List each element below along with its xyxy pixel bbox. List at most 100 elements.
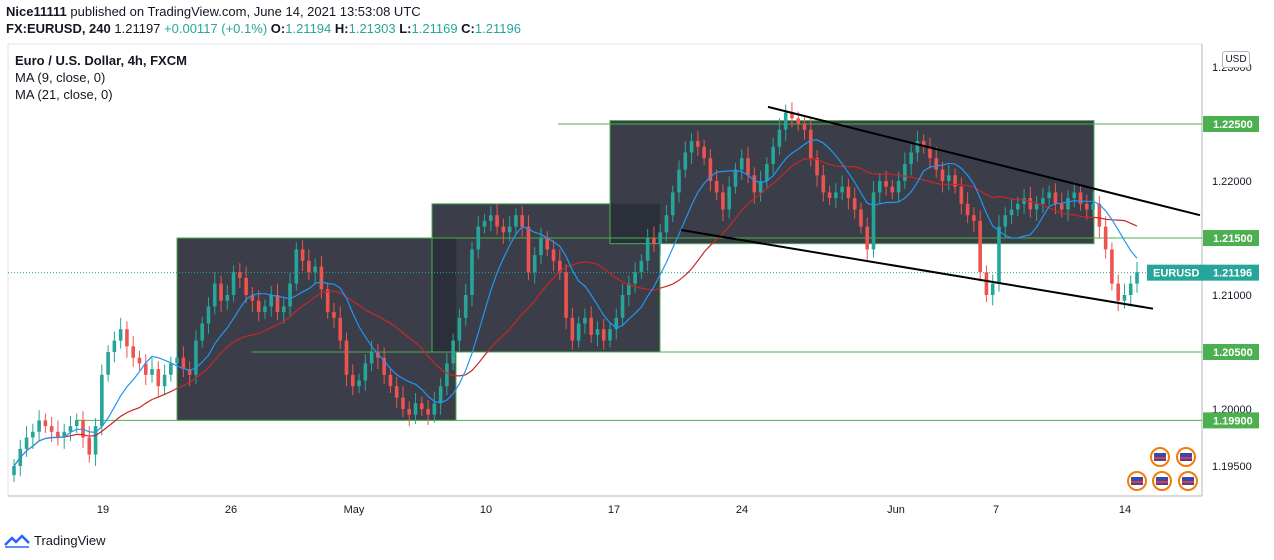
candle: [558, 260, 562, 273]
low-value: 1.21169: [411, 21, 458, 36]
candle: [275, 295, 280, 313]
candle: [1091, 203, 1095, 210]
candle: [708, 158, 713, 181]
candle: [765, 163, 769, 181]
candle: [702, 146, 706, 159]
candle: [614, 317, 619, 330]
y-tick-label: 1.22000: [1212, 176, 1252, 188]
candle: [896, 181, 901, 193]
candle: [476, 226, 481, 250]
candle: [426, 409, 430, 415]
candle: [388, 374, 393, 387]
level-tag-label: 1.22500: [1213, 119, 1253, 131]
candle: [802, 124, 807, 130]
candle: [194, 340, 198, 375]
candle: [376, 352, 380, 358]
candle: [940, 169, 945, 181]
candle: [156, 369, 161, 387]
candle: [934, 158, 939, 170]
candle: [1034, 203, 1039, 210]
candle: [953, 175, 957, 187]
candle: [808, 129, 813, 159]
x-tick-label: May: [344, 504, 365, 516]
candle: [307, 260, 311, 273]
candle: [815, 158, 819, 176]
candle: [1022, 198, 1026, 204]
price-tag: [1203, 264, 1259, 281]
candle: [915, 141, 920, 153]
candle: [332, 312, 336, 318]
candle: [846, 186, 851, 199]
candle: [269, 295, 274, 307]
candle: [539, 238, 543, 256]
candle: [865, 226, 870, 250]
candle: [758, 181, 763, 193]
candle: [181, 357, 186, 370]
candle: [56, 431, 60, 438]
candle: [959, 186, 964, 204]
candle: [325, 289, 330, 313]
x-tick-label: 19: [97, 504, 109, 516]
x-tick-label: 26: [225, 504, 237, 516]
level-tag-label: 1.21500: [1213, 233, 1253, 245]
candle: [118, 329, 123, 341]
x-tick-label: 14: [1119, 504, 1131, 516]
candle: [733, 169, 738, 187]
candle: [1066, 198, 1070, 210]
close-value: 1.21196: [474, 21, 521, 36]
candle: [790, 112, 794, 119]
candle: [978, 220, 982, 273]
candle: [520, 215, 524, 227]
legend-title: Euro / U.S. Dollar, 4h, FXCM: [15, 53, 187, 68]
footer-brand[interactable]: TradingView: [4, 533, 106, 548]
legend-ma9[interactable]: MA (9, close, 0): [15, 70, 106, 85]
low-label: L:: [399, 21, 412, 36]
candle: [620, 295, 625, 318]
candle: [432, 403, 437, 415]
candle: [451, 340, 455, 364]
lower-trendline: [680, 229, 1154, 310]
legend-ma21[interactable]: MA (21, close, 0): [15, 87, 113, 102]
candle: [827, 192, 832, 199]
candle: [263, 306, 267, 313]
footer-brand-text: TradingView: [34, 533, 106, 548]
x-tick-label: 10: [480, 504, 492, 516]
candle: [350, 374, 355, 387]
candle: [840, 186, 844, 193]
candle: [313, 266, 317, 273]
candle: [670, 192, 675, 216]
currency-button[interactable]: USD: [1222, 51, 1250, 68]
candle: [238, 272, 242, 278]
publisher-name[interactable]: Nice11111: [6, 4, 67, 19]
candle: [87, 437, 92, 455]
symbol-tag: [1147, 264, 1203, 281]
candle: [357, 380, 361, 387]
open-value: 1.21194: [285, 21, 332, 36]
ma21-line: [13, 157, 1138, 467]
candle: [463, 295, 468, 318]
candle: [589, 317, 593, 335]
candle: [576, 323, 581, 341]
candle: [1122, 295, 1127, 301]
candle: [645, 238, 650, 261]
candle: [551, 249, 556, 261]
candle: [43, 420, 48, 427]
candle: [31, 431, 35, 438]
symbol-tag-label: EURUSD: [1153, 268, 1200, 280]
candle: [921, 141, 926, 147]
candle: [1078, 192, 1083, 204]
candle: [288, 283, 292, 307]
x-tick-label: 17: [608, 504, 620, 516]
candle: [150, 369, 154, 375]
candle: [143, 363, 148, 375]
candle: [363, 363, 368, 381]
candle: [225, 295, 230, 301]
candle: [294, 249, 299, 284]
candle: [633, 272, 637, 284]
candle: [1059, 203, 1064, 210]
candle: [752, 175, 757, 193]
consolidation-box: [176, 237, 457, 421]
candle: [928, 146, 932, 159]
candle: [627, 283, 631, 295]
